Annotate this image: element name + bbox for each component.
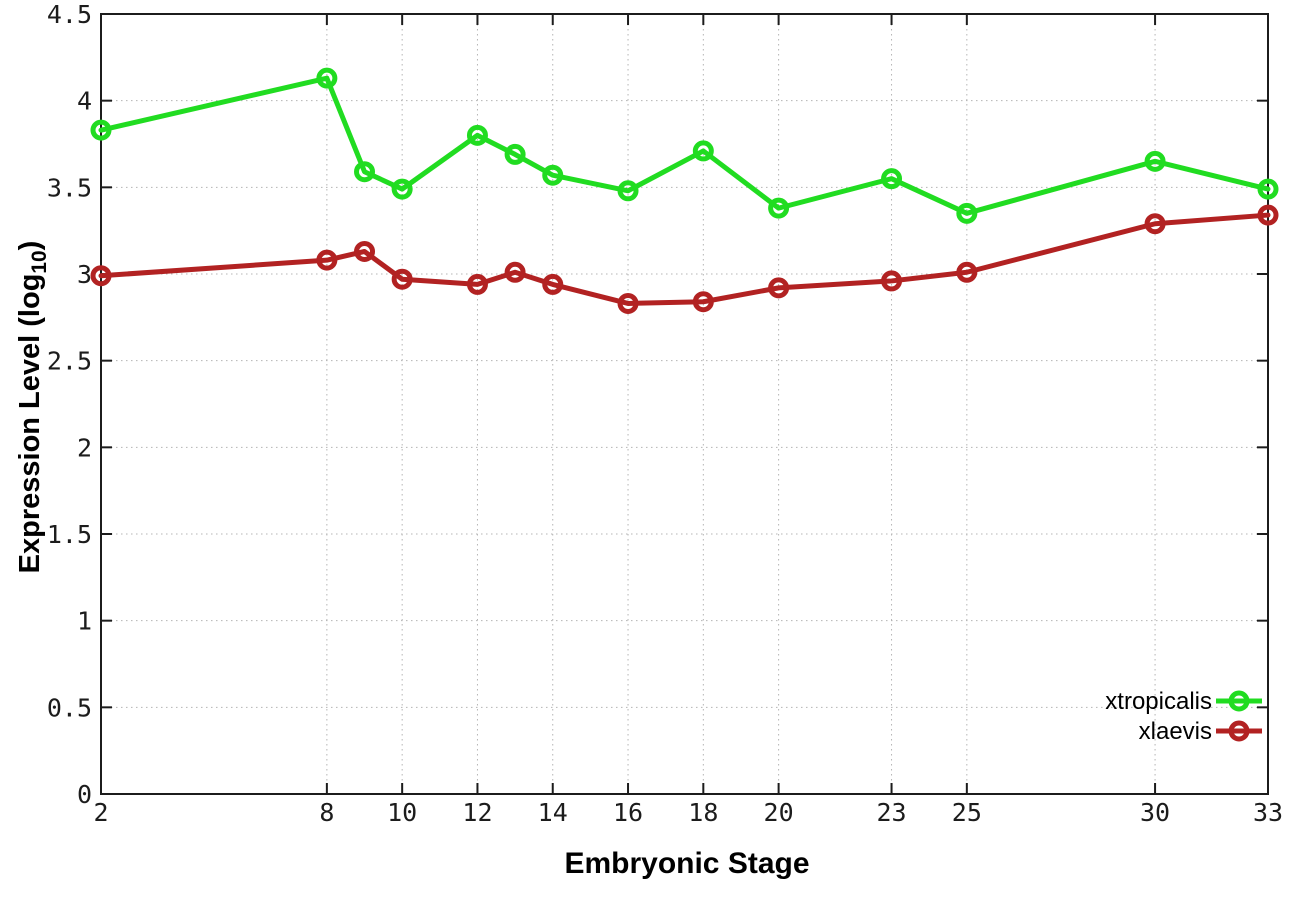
x-tick-label: 8	[319, 798, 334, 827]
x-tick-label: 25	[952, 798, 982, 827]
data-point-xlaevis	[768, 277, 790, 299]
y-tick-label: 0.5	[47, 693, 92, 722]
data-point-xtropicalis	[768, 197, 790, 219]
plot-border	[100, 13, 1269, 795]
data-point-xtropicalis	[1257, 178, 1279, 200]
y-tick-label: 0	[77, 780, 92, 809]
x-tick-label: 23	[876, 798, 906, 827]
data-point-xtropicalis	[90, 119, 112, 141]
y-tick-label: 3	[77, 260, 92, 289]
data-point-xtropicalis	[881, 168, 903, 190]
data-point-xlaevis	[1144, 213, 1166, 235]
x-axis-title: Embryonic Stage	[564, 847, 810, 880]
data-point-xtropicalis	[1144, 150, 1166, 172]
x-tick-label: 30	[1140, 798, 1170, 827]
data-point-xtropicalis	[542, 164, 564, 186]
data-point-xlaevis	[881, 270, 903, 292]
data-point-xlaevis	[617, 292, 639, 314]
y-tick-label: 1.5	[47, 520, 92, 549]
series-line-xlaevis	[98, 212, 1271, 306]
y-axis-title-close: )	[14, 240, 46, 251]
data-point-xlaevis	[504, 261, 526, 283]
y-axis-title-subscript: 10	[27, 250, 51, 274]
y-tick-label: 4.5	[47, 0, 92, 29]
data-point-xlaevis	[391, 268, 413, 290]
y-axis-title: Expression Level (log10)	[10, 107, 51, 707]
x-tick-label: 10	[387, 798, 417, 827]
data-point-xtropicalis	[391, 178, 413, 200]
legend-entry-label-xtropicalis: xtropicalis	[1105, 688, 1212, 715]
data-point-xlaevis	[542, 273, 564, 295]
data-point-xtropicalis	[316, 67, 338, 89]
x-tick-label: 16	[613, 798, 643, 827]
data-point-xlaevis	[692, 291, 714, 313]
x-tick-label: 33	[1253, 798, 1283, 827]
y-tick-label: 2.5	[47, 347, 92, 376]
data-point-xlaevis	[316, 249, 338, 271]
x-tick-label: 2	[93, 798, 108, 827]
data-point-xlaevis	[1257, 204, 1279, 226]
data-point-xlaevis	[466, 273, 488, 295]
data-point-xtropicalis	[466, 124, 488, 146]
data-point-xtropicalis	[692, 140, 714, 162]
series-line-xtropicalis	[98, 75, 1271, 216]
data-point-xtropicalis	[956, 202, 978, 224]
y-tick-label: 2	[77, 433, 92, 462]
y-tick-label: 1	[77, 607, 92, 636]
data-point-xtropicalis	[354, 161, 376, 183]
data-point-xlaevis	[956, 261, 978, 283]
data-point-xtropicalis	[617, 180, 639, 202]
legend-entry-label-xlaevis: xlaevis	[1139, 718, 1212, 745]
legend-sample-marker-xtropicalis	[1228, 690, 1250, 712]
y-tick-label: 4	[77, 87, 92, 116]
data-point-xlaevis	[90, 265, 112, 287]
x-tick-label: 18	[688, 798, 718, 827]
x-tick-label: 14	[538, 798, 568, 827]
x-tick-label: 20	[764, 798, 794, 827]
y-axis-title-main: Expression Level (log	[14, 273, 46, 574]
data-point-xlaevis	[354, 240, 376, 262]
y-tick-label: 3.5	[47, 173, 92, 202]
x-tick-label: 12	[462, 798, 492, 827]
legend-sample-marker-xlaevis	[1228, 720, 1250, 742]
data-point-xtropicalis	[504, 143, 526, 165]
